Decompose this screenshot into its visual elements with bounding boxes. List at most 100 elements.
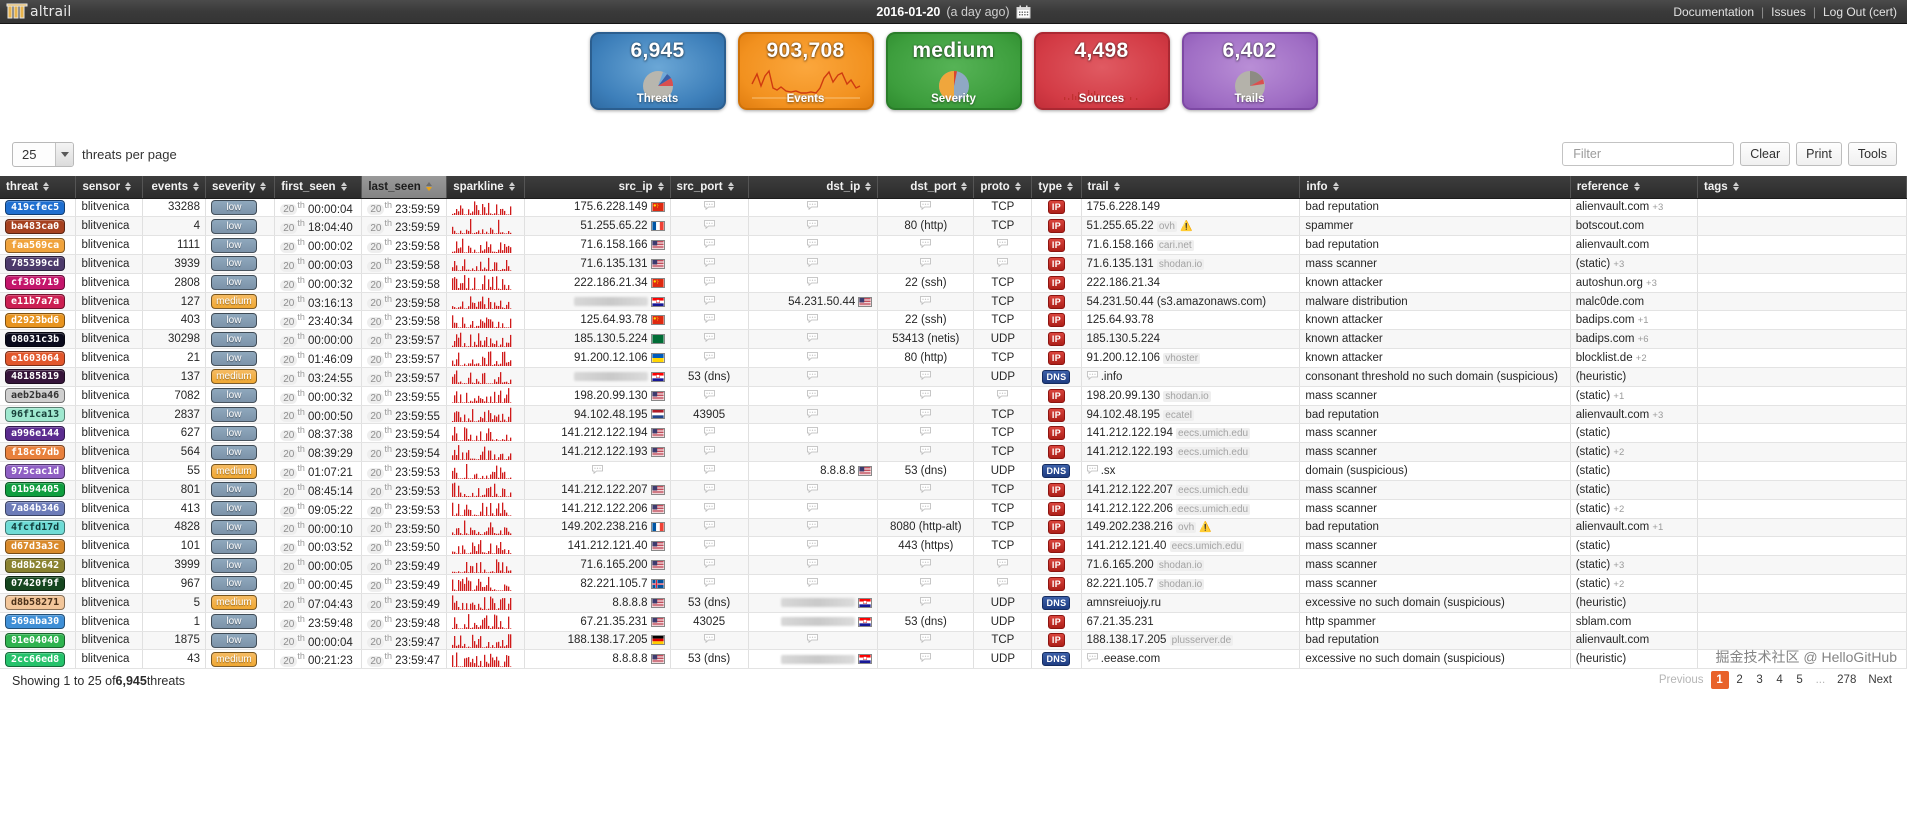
sort-arrows-icon[interactable] [1332,182,1339,192]
threat-id-badge[interactable]: 08031c3b [5,331,66,347]
threat-id-badge[interactable]: d8b58271 [5,595,66,611]
threat-id-badge[interactable]: 569aba30 [5,614,66,630]
cell-threat[interactable]: 08031c3b [0,329,77,350]
stat-card-trails[interactable]: 6,402 Trails [1181,32,1318,110]
sort-arrows-icon[interactable] [42,182,49,192]
stat-card-sources[interactable]: 4,498 Sources [1033,32,1170,110]
threat-id-badge[interactable]: e11b7a7a [5,294,66,310]
cell-threat[interactable]: 2cc66ed8 [0,649,77,670]
threat-id-badge[interactable]: 4fcfd17d [5,519,66,535]
pagination-page-1[interactable]: 1 [1710,671,1729,690]
cell-threat[interactable]: e1603064 [0,348,77,368]
cell-threat[interactable]: 975cac1d [0,461,77,481]
stat-card-threats[interactable]: 6,945 Threats [589,32,726,110]
calendar-icon[interactable] [1016,5,1031,19]
sort-arrows-icon[interactable] [425,182,432,192]
search-input[interactable] [1571,146,1737,162]
threat-id-badge[interactable]: d2923bd6 [5,312,66,328]
threat-id-badge[interactable]: f18c67db [5,444,66,460]
column-header-trail[interactable]: trail [1081,176,1301,199]
sort-arrows-icon[interactable] [1113,182,1120,192]
cell-threat[interactable]: 8d8b2642 [0,555,77,576]
pagination-next[interactable]: Next [1868,674,1892,687]
sort-arrows-icon[interactable] [657,182,664,192]
sort-arrows-icon[interactable] [727,182,734,192]
cell-threat[interactable]: 81e04040 [0,631,77,651]
column-header-events[interactable]: events [142,176,206,199]
sort-arrows-icon[interactable] [125,182,132,192]
column-header-first_seen[interactable]: first_seen [274,176,363,199]
column-header-sensor[interactable]: sensor [75,176,144,199]
sort-arrows-icon[interactable] [961,182,968,192]
threat-id-badge[interactable]: faa569ca [5,237,66,253]
threat-id-badge[interactable]: 8d8b2642 [5,557,66,573]
column-header-tags[interactable]: tags [1697,176,1907,199]
threat-id-badge[interactable]: d67d3a3c [5,538,66,554]
column-header-src_port[interactable]: src_port [670,176,749,199]
sort-arrows-icon[interactable] [1732,182,1739,192]
column-header-type[interactable]: type [1031,176,1082,199]
cell-threat[interactable]: 48185819 [0,367,77,387]
cell-threat[interactable]: ba483ca0 [0,216,77,237]
threat-id-badge[interactable]: 96f1ca13 [5,407,66,423]
cell-threat[interactable]: e11b7a7a [0,292,77,312]
threat-id-badge[interactable]: a996e144 [5,425,66,441]
column-header-threat[interactable]: threat [0,176,77,199]
sort-arrows-icon[interactable] [508,182,515,192]
cell-threat[interactable]: 96f1ca13 [0,405,77,425]
threat-id-badge[interactable]: e1603064 [5,350,66,366]
threat-id-badge[interactable]: cf308719 [5,275,66,291]
column-header-info[interactable]: info [1299,176,1571,199]
cell-threat[interactable]: 419cfec5 [0,198,77,218]
column-header-last_seen[interactable]: last_seen [361,176,448,199]
sort-arrows-icon[interactable] [865,182,872,192]
sort-arrows-icon[interactable] [1067,182,1074,192]
link-issues[interactable]: Issues [1771,4,1806,19]
threat-id-badge[interactable]: aeb2ba46 [5,388,66,404]
cell-threat[interactable]: f18c67db [0,442,77,463]
cell-threat[interactable]: aeb2ba46 [0,386,77,406]
link-logout[interactable]: Log Out (cert) [1822,4,1897,19]
cell-threat[interactable]: 4fcfd17d [0,518,77,538]
link-documentation[interactable]: Documentation [1673,4,1755,19]
pagination-page-last[interactable]: 278 [1837,674,1857,687]
column-header-dst_port[interactable]: dst_port [877,176,975,199]
sort-arrows-icon[interactable] [260,182,267,192]
page-size-select[interactable]: 25 [12,141,74,167]
threat-id-badge[interactable]: 2cc66ed8 [5,651,66,667]
column-header-proto[interactable]: proto [973,176,1033,199]
brand[interactable]: altrail [0,2,71,22]
threat-id-badge[interactable]: 7a84b346 [5,501,66,517]
threat-id-badge[interactable]: 785399cd [5,256,66,272]
cell-threat[interactable]: 569aba30 [0,612,77,632]
cell-threat[interactable]: d2923bd6 [0,310,77,331]
pagination-page-5[interactable]: 5 [1796,674,1803,687]
cell-threat[interactable]: d67d3a3c [0,536,77,557]
filter-box[interactable] [1562,142,1737,166]
pagination-page-3[interactable]: 3 [1756,674,1763,687]
sort-arrows-icon[interactable] [192,182,199,192]
cell-threat[interactable]: faa569ca [0,235,77,255]
cell-threat[interactable]: 785399cd [0,254,77,274]
clear-button[interactable]: Clear [1740,142,1791,166]
